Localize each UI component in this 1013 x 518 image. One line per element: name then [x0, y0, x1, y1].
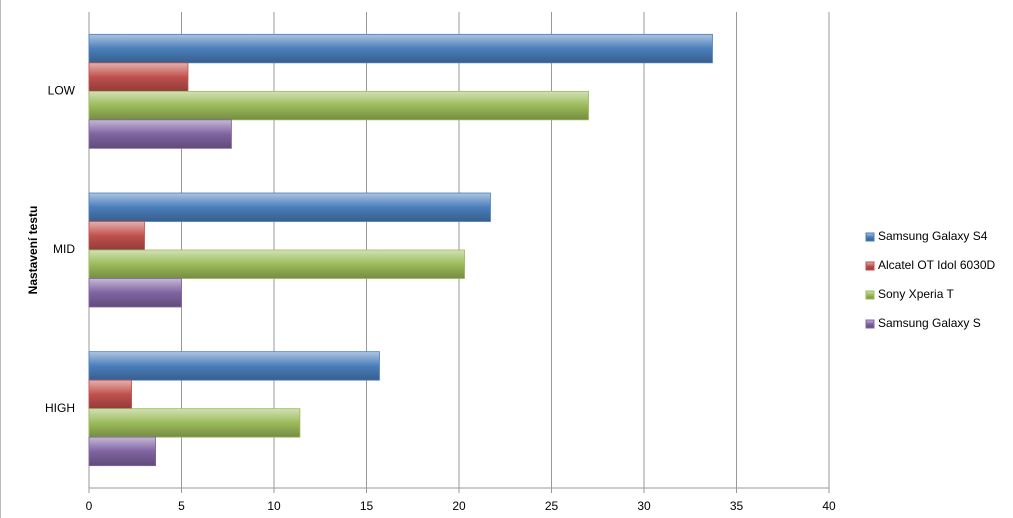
bar — [88, 90, 589, 121]
y-tick-label: HIGH — [45, 401, 75, 415]
legend-label: Samsung Galaxy S — [878, 316, 981, 330]
legend-swatch — [865, 290, 875, 300]
x-tick-label: 20 — [452, 499, 466, 513]
y-axis-label: Nastavení testu — [26, 206, 40, 295]
bar — [88, 192, 491, 222]
x-tick-label: 30 — [637, 499, 651, 513]
bar — [88, 379, 132, 410]
bar — [88, 221, 145, 251]
legend-swatch — [865, 261, 875, 271]
bar — [88, 62, 189, 92]
bar — [88, 249, 465, 279]
bar — [88, 436, 156, 467]
y-tick-label: MID — [53, 242, 75, 256]
x-tick-label: 5 — [178, 499, 185, 513]
x-tick-label: 25 — [545, 499, 559, 513]
legend-label: Sony Xperia T — [878, 287, 954, 301]
legend-swatch — [865, 232, 875, 242]
x-tick-label: 0 — [86, 499, 93, 513]
legend-label: Samsung Galaxy S4 — [878, 229, 988, 243]
x-tick-label: 10 — [267, 499, 281, 513]
x-tick-label: 35 — [730, 499, 744, 513]
bar — [88, 278, 182, 308]
bar — [88, 33, 713, 64]
y-tick-label: LOW — [48, 84, 76, 98]
bar — [88, 119, 232, 149]
bar — [88, 408, 301, 438]
legend-swatch — [865, 319, 875, 329]
x-tick-label: 15 — [360, 499, 374, 513]
legend-label: Alcatel OT Idol 6030D — [878, 258, 996, 272]
x-tick-label: 40 — [822, 499, 836, 513]
bar — [88, 351, 380, 381]
